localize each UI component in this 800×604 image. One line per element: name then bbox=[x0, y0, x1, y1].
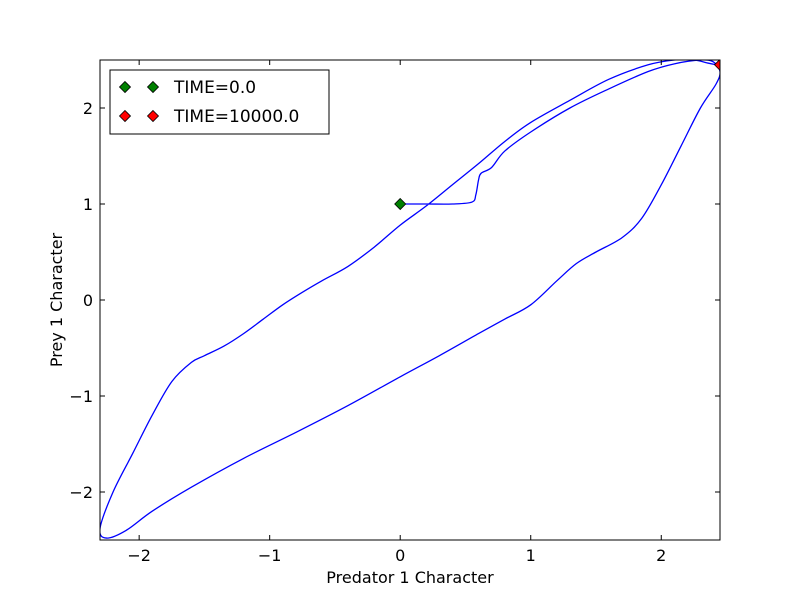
x-tick-label: −2 bbox=[127, 546, 151, 565]
y-tick-label: 2 bbox=[83, 99, 93, 118]
y-tick-label: −2 bbox=[69, 483, 93, 502]
x-axis: −2 −1 0 1 2 bbox=[127, 60, 666, 565]
x-tick-label: 2 bbox=[656, 546, 666, 565]
y-axis-label: Prey 1 Character bbox=[47, 232, 66, 367]
marker-point-0 bbox=[394, 197, 407, 211]
y-tick-label: 0 bbox=[83, 291, 93, 310]
marker-layer bbox=[394, 60, 720, 211]
y-axis: −2 −1 0 1 2 bbox=[69, 99, 720, 502]
legend-label: TIME=0.0 bbox=[173, 78, 256, 98]
series-layer bbox=[100, 60, 720, 539]
legend-marker-right bbox=[146, 109, 160, 123]
x-axis-label: Predator 1 Character bbox=[326, 568, 494, 587]
series-line-0 bbox=[100, 60, 720, 539]
legend: TIME=0.0 TIME=10000.0 bbox=[109, 69, 330, 135]
legend-label: TIME=10000.0 bbox=[173, 107, 299, 127]
x-tick-label: −1 bbox=[258, 546, 282, 565]
y-tick-label: 1 bbox=[83, 195, 93, 214]
legend-box bbox=[109, 69, 330, 135]
legend-marker-left bbox=[118, 80, 132, 94]
legend-marker-left bbox=[118, 109, 132, 123]
x-tick-label: 0 bbox=[395, 546, 405, 565]
marker-point-1 bbox=[713, 60, 720, 71]
x-tick-label: 1 bbox=[526, 546, 536, 565]
legend-marker-right bbox=[146, 80, 160, 94]
y-tick-label: −1 bbox=[69, 387, 93, 406]
